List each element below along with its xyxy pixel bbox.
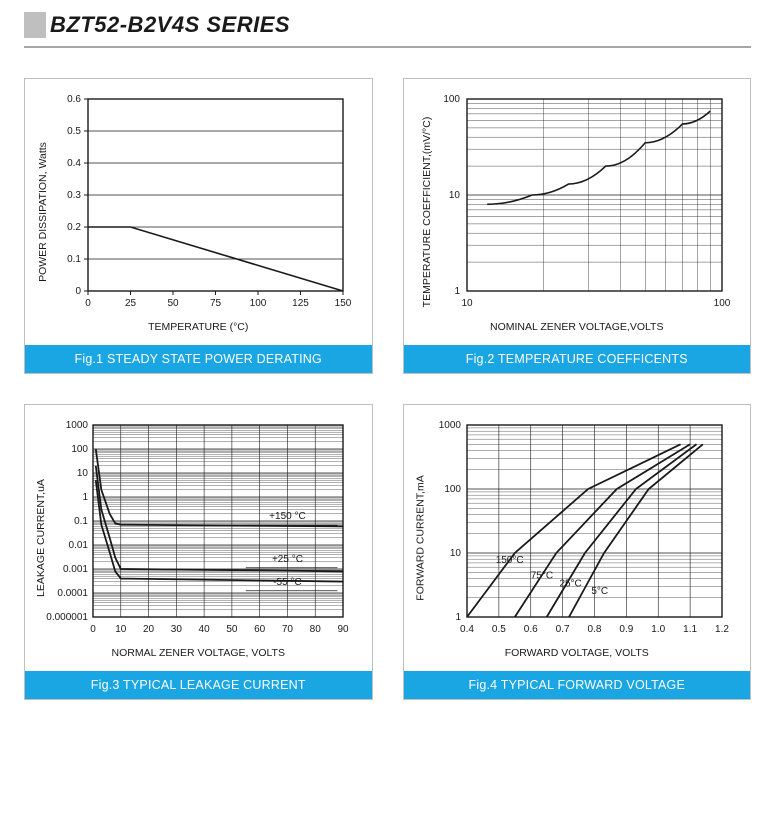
chart-fig4: FORWARD CURRENT,mA 1 10 100 1000 0.4 0.5 0.6 0.… [404, 405, 751, 671]
page: BZT52-B2V4S SERIES POWER DISSIPATION, Wa… [0, 0, 775, 712]
fig2-caption: Fig.2 TEMPERATURE COEFFICENTS [404, 345, 751, 373]
svg-text:50: 50 [226, 624, 238, 635]
fig1-svg: 0 0.1 0.2 0.3 0.4 0.5 0.6 0 25 50 75 100 125 150 [33, 89, 353, 319]
svg-text:100: 100 [250, 298, 267, 309]
svg-text:0.7: 0.7 [555, 624, 569, 635]
svg-text:1000: 1000 [438, 420, 461, 431]
svg-text:20: 20 [143, 624, 155, 635]
fig2-xlabel: NOMINAL ZENER VOLTAGE,VOLTS [412, 321, 743, 333]
svg-text:60: 60 [254, 624, 266, 635]
svg-text:0: 0 [90, 624, 96, 635]
svg-text:0.000001: 0.000001 [46, 612, 88, 623]
svg-text:50: 50 [167, 298, 179, 309]
svg-text:70: 70 [282, 624, 294, 635]
svg-text:1000: 1000 [66, 420, 89, 431]
svg-text:0: 0 [75, 286, 81, 297]
svg-text:10: 10 [449, 548, 461, 559]
fig3-xlabel: NORMAL ZENER VOLTAGE, VOLTS [33, 647, 364, 659]
svg-text:1.1: 1.1 [683, 624, 697, 635]
svg-text:150: 150 [335, 298, 352, 309]
svg-text:0.2: 0.2 [67, 222, 81, 233]
panel-fig1: POWER DISSIPATION, Watts 0 0.1 0.2 0.3 0.4 0.… [24, 78, 373, 374]
svg-text:0.1: 0.1 [74, 516, 88, 527]
fig4-xlabel: FORWARD VOLTAGE, VOLTS [412, 647, 743, 659]
svg-text:0.0001: 0.0001 [57, 588, 88, 599]
page-title: BZT52-B2V4S SERIES [50, 12, 290, 38]
svg-text:75°C: 75°C [530, 570, 552, 581]
svg-text:100: 100 [71, 444, 88, 455]
svg-text:125: 125 [292, 298, 309, 309]
svg-text:80: 80 [310, 624, 322, 635]
fig4-caption: Fig.4 TYPICAL FORWARD VOLTAGE [404, 671, 751, 699]
svg-text:1: 1 [454, 286, 460, 297]
panel-fig3: LEAKAGE CURRENT,uA 0.0000010.00010.0010.… [24, 404, 373, 700]
svg-text:25: 25 [125, 298, 137, 309]
svg-text:0.5: 0.5 [67, 126, 81, 137]
svg-text:90: 90 [337, 624, 349, 635]
svg-text:5°C: 5°C [591, 586, 608, 597]
fig4-ylabel: FORWARD CURRENT,mA [414, 475, 426, 600]
chart-grid: POWER DISSIPATION, Watts 0 0.1 0.2 0.3 0.4 0.… [24, 78, 751, 700]
svg-text:0.1: 0.1 [67, 254, 81, 265]
fig4-svg: 1 10 100 1000 0.4 0.5 0.6 0.7 0.8 0.9 1.0 1.1 1.2 150… [412, 415, 732, 645]
svg-text:100: 100 [713, 298, 730, 309]
svg-text:0.8: 0.8 [587, 624, 601, 635]
svg-text:40: 40 [199, 624, 211, 635]
fig1-ylabel: POWER DISSIPATION, Watts [37, 142, 49, 282]
svg-text:+150 °C: +150 °C [269, 511, 306, 522]
svg-text:1.2: 1.2 [715, 624, 729, 635]
svg-text:1: 1 [82, 492, 88, 503]
chart-fig1: POWER DISSIPATION, Watts 0 0.1 0.2 0.3 0.4 0.… [25, 79, 372, 345]
panel-fig2: TEMPERATURE COEFFICIENT,(mV/°C) 11010010… [403, 78, 752, 374]
chart-fig3: LEAKAGE CURRENT,uA 0.0000010.00010.0010.… [25, 405, 372, 671]
svg-text:0.5: 0.5 [491, 624, 505, 635]
svg-text:0.3: 0.3 [67, 190, 81, 201]
svg-text:25°C: 25°C [559, 578, 581, 589]
svg-text:1.0: 1.0 [651, 624, 665, 635]
svg-text:0.9: 0.9 [619, 624, 633, 635]
svg-text:1: 1 [455, 612, 461, 623]
chart-fig2: TEMPERATURE COEFFICIENT,(mV/°C) 11010010… [404, 79, 751, 345]
fig3-svg: 0.000001 0.0001 0.001 0.01 0.1 1 10 100 1000 0 10 2… [33, 415, 353, 645]
svg-text:10: 10 [77, 468, 89, 479]
svg-text:0.4: 0.4 [67, 158, 81, 169]
svg-text:-55 °C: -55 °C [273, 577, 301, 588]
svg-text:30: 30 [171, 624, 183, 635]
svg-text:10: 10 [461, 298, 473, 309]
title-block-decor [24, 12, 46, 38]
svg-text:10: 10 [448, 190, 460, 201]
svg-text:100: 100 [443, 94, 460, 105]
svg-text:0.6: 0.6 [67, 94, 81, 105]
svg-text:0.01: 0.01 [69, 540, 89, 551]
horizontal-rule [24, 46, 751, 48]
svg-text:10: 10 [115, 624, 127, 635]
svg-text:0.001: 0.001 [63, 564, 88, 575]
fig1-caption: Fig.1 STEADY STATE POWER DERATING [25, 345, 372, 373]
svg-text:75: 75 [210, 298, 222, 309]
fig2-svg: 11010010100 [412, 89, 732, 319]
panel-fig4: FORWARD CURRENT,mA 1 10 100 1000 0.4 0.5 0.6 0.… [403, 404, 752, 700]
svg-text:+25 °C: +25 °C [272, 554, 303, 565]
svg-text:0.4: 0.4 [460, 624, 474, 635]
title-row: BZT52-B2V4S SERIES [24, 12, 751, 38]
svg-text:0: 0 [85, 298, 91, 309]
fig1-xlabel: TEMPERATURE (°C) [33, 321, 364, 333]
svg-text:0.6: 0.6 [523, 624, 537, 635]
fig2-ylabel: TEMPERATURE COEFFICIENT,(mV/°C) [421, 117, 433, 308]
svg-text:100: 100 [444, 484, 461, 495]
svg-text:150°C: 150°C [495, 555, 523, 566]
fig3-caption: Fig.3 TYPICAL LEAKAGE CURRENT [25, 671, 372, 699]
fig3-ylabel: LEAKAGE CURRENT,uA [35, 479, 47, 597]
